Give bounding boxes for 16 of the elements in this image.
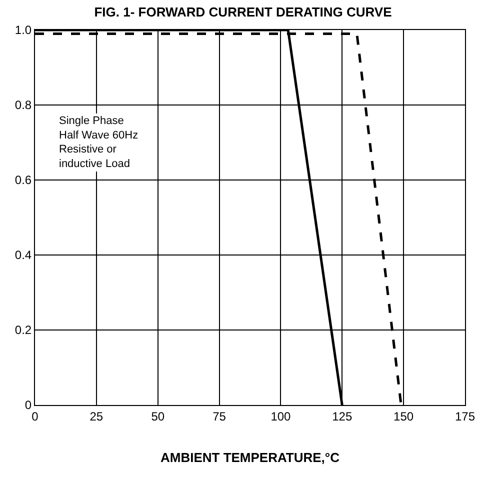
x-tick-label: 100 xyxy=(270,409,292,424)
y-tick-label: 0.4 xyxy=(14,248,32,262)
x-tick-label: 75 xyxy=(212,409,226,424)
x-tick-label: 25 xyxy=(90,409,104,424)
y-tick-label: 0 xyxy=(24,398,32,412)
x-tick-label: 175 xyxy=(454,409,476,424)
y-tick-label: 0.8 xyxy=(14,98,32,112)
y-tick-label: 0.6 xyxy=(14,173,32,188)
x-tick-label: 50 xyxy=(151,409,165,424)
x-axis-title: AMBIENT TEMPERATURE,°C xyxy=(160,450,340,465)
chart-title: FIG. 1- FORWARD CURRENT DERATING CURVE xyxy=(94,4,392,20)
y-tick-label: 0.2 xyxy=(14,323,32,338)
x-tick-label: 150 xyxy=(394,409,414,424)
annotation: Single Phase Half Wave 60Hz Resistive or inductive Load xyxy=(59,115,138,170)
x-tick-label: 125 xyxy=(332,409,352,424)
y-tick-label: 1.0 xyxy=(14,23,32,38)
